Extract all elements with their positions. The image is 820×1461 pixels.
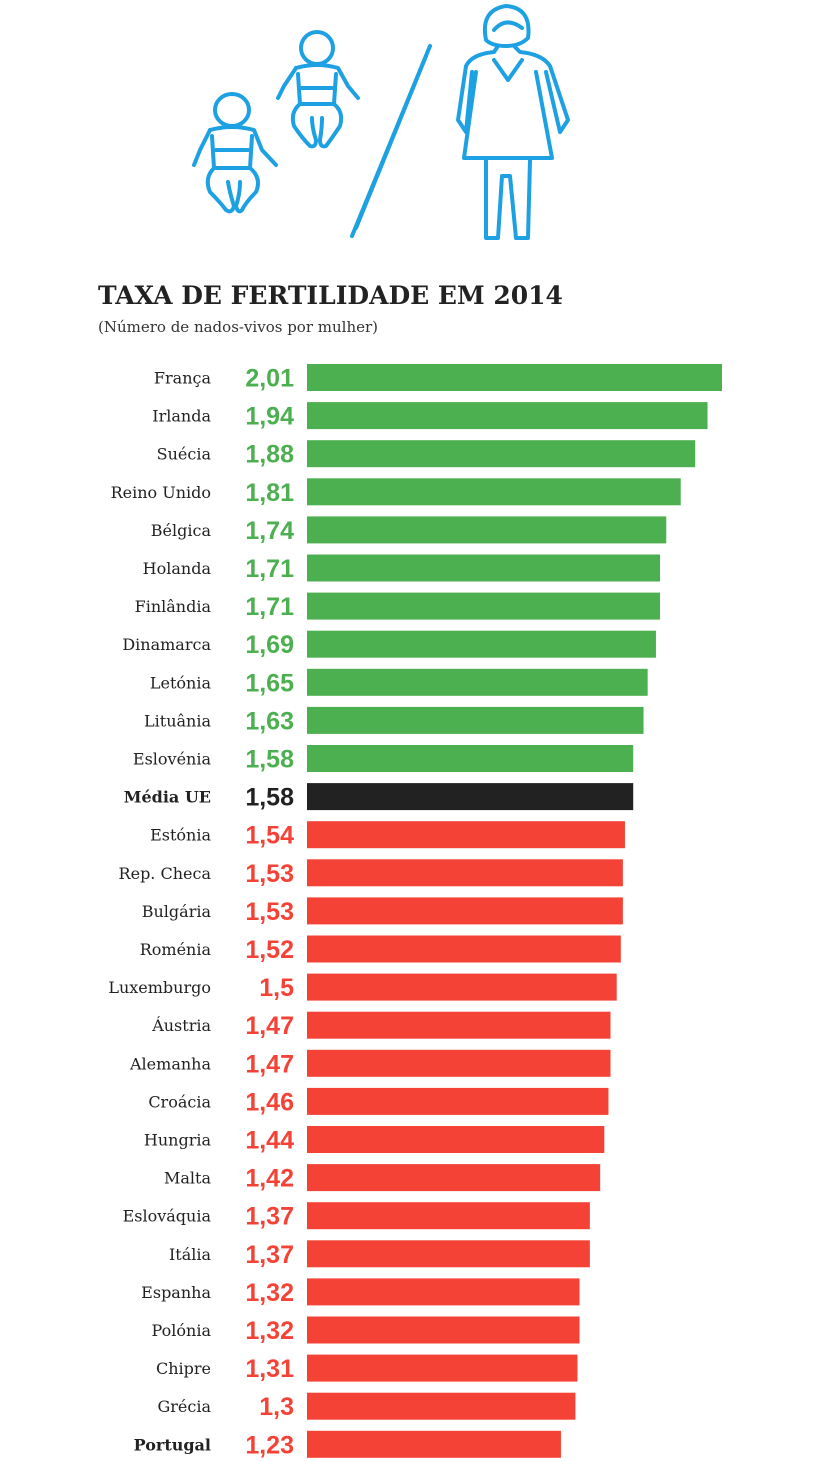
category-label: Luxemburgo: [108, 978, 211, 997]
value-label: 1,88: [245, 441, 294, 469]
category-label: Rep. Checa: [119, 864, 212, 883]
category-label: Portugal: [134, 1435, 211, 1454]
bar: [307, 1011, 611, 1039]
bar: [307, 592, 661, 620]
bar: [307, 1392, 576, 1420]
bar: [307, 364, 722, 391]
bar: [307, 859, 623, 887]
category-label: Lituânia: [144, 711, 211, 730]
chart-title: TAXA DE FERTILIDADE EM 2014: [98, 281, 563, 310]
baby-icon: [192, 92, 278, 214]
value-label: 1,53: [245, 860, 294, 888]
value-label: 1,31: [245, 1355, 294, 1383]
value-label: 1,71: [245, 555, 294, 583]
bar: [307, 1164, 601, 1192]
value-label: 1,32: [245, 1279, 294, 1307]
category-label: Grécia: [157, 1397, 211, 1416]
category-label: Holanda: [143, 559, 212, 578]
category-label: Eslovénia: [133, 750, 212, 769]
value-label: 1,54: [245, 822, 294, 850]
category-label: Irlanda: [152, 407, 211, 426]
bar: [307, 935, 621, 963]
value-label: 1,94: [245, 403, 294, 431]
value-label: 1,71: [245, 593, 294, 621]
value-label: 1,69: [245, 631, 294, 659]
bar: [307, 630, 656, 658]
category-label: Chipre: [156, 1359, 211, 1378]
slash-icon: [350, 44, 432, 238]
bar: [307, 554, 661, 582]
value-label: 1,32: [245, 1317, 294, 1345]
value-label: 1,42: [245, 1165, 294, 1193]
woman-icon: [456, 4, 570, 240]
value-label: 1,47: [245, 1050, 294, 1078]
value-label: 1,74: [245, 517, 294, 545]
bar: [307, 402, 708, 430]
bar: [307, 440, 696, 468]
category-label: Bélgica: [151, 521, 212, 540]
value-label: 1,5: [259, 974, 294, 1002]
bar: [307, 745, 634, 772]
category-label: Itália: [169, 1245, 212, 1264]
category-label: Média UE: [124, 788, 211, 807]
category-label: Reino Unido: [111, 483, 211, 502]
category-label: França: [154, 369, 212, 388]
bar: [307, 1087, 609, 1115]
value-label: 1,23: [245, 1431, 294, 1459]
bar: [307, 668, 648, 696]
category-label: Hungria: [144, 1131, 212, 1150]
bar: [307, 821, 625, 849]
category-label: Bulgária: [142, 902, 212, 921]
category-label: Malta: [164, 1169, 211, 1188]
bar: [307, 1278, 580, 1306]
bar: [307, 1049, 611, 1077]
category-label: Croácia: [148, 1092, 211, 1111]
value-label: 1,63: [245, 707, 294, 735]
bar: [307, 478, 681, 506]
bar: [307, 516, 667, 544]
bar: [307, 1202, 590, 1230]
bar: [307, 1316, 580, 1344]
bar: [307, 706, 644, 734]
bar: [307, 783, 634, 811]
value-label: 1,81: [245, 479, 294, 507]
value-label: 1,52: [245, 936, 294, 964]
baby-icon: [276, 30, 360, 149]
value-label: 1,37: [245, 1203, 294, 1231]
value-label: 1,44: [245, 1127, 294, 1155]
chart-subtitle: (Número de nados-vivos por mulher): [98, 318, 379, 336]
value-label: 1,47: [245, 1012, 294, 1040]
illustration: [192, 4, 570, 240]
value-label: 2,01: [245, 365, 294, 393]
category-label: Dinamarca: [122, 635, 211, 654]
value-label: 1,46: [245, 1088, 294, 1116]
value-label: 1,65: [245, 669, 294, 697]
category-label: Suécia: [157, 445, 212, 464]
bar: [307, 897, 623, 925]
category-label: Finlândia: [135, 597, 212, 616]
value-label: 1,53: [245, 898, 294, 926]
bar: [307, 1430, 561, 1458]
category-label: Roménia: [140, 940, 212, 959]
category-label: Estónia: [150, 826, 211, 845]
value-label: 1,37: [245, 1241, 294, 1269]
bar: [307, 1126, 605, 1153]
category-label: Áustria: [151, 1015, 211, 1035]
category-label: Polónia: [152, 1321, 212, 1340]
bar: [307, 1240, 590, 1268]
value-label: 1,58: [245, 784, 294, 812]
bar: [307, 973, 617, 1001]
bar: [307, 1354, 578, 1382]
value-label: 1,3: [259, 1393, 294, 1421]
value-label: 1,58: [245, 746, 294, 774]
category-label: Alemanha: [129, 1054, 211, 1073]
category-label: Espanha: [141, 1283, 211, 1302]
category-label: Eslováquia: [123, 1207, 212, 1226]
category-label: Letónia: [150, 673, 212, 692]
